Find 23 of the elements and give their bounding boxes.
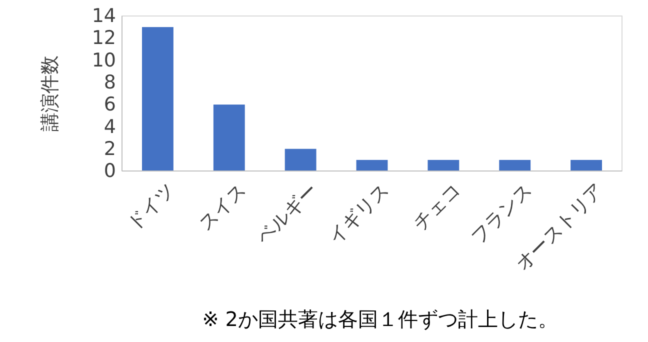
bar xyxy=(356,160,388,171)
bar xyxy=(570,160,602,171)
y-tick-label: 8 xyxy=(104,72,116,94)
bar xyxy=(142,27,174,171)
x-tick-label: フランス xyxy=(466,179,536,248)
x-tick-label: ドイツ xyxy=(123,179,180,235)
y-tick-label: 14 xyxy=(92,5,116,28)
bar xyxy=(499,160,531,171)
y-tick-label: 10 xyxy=(92,49,116,72)
text: ※ 2か国共著は各国１件ずつ計上した。 xyxy=(202,307,558,331)
y-tick-label: 4 xyxy=(104,116,116,138)
x-tick-label: イギリス xyxy=(324,179,394,248)
y-tick-label: 6 xyxy=(104,94,116,116)
bar xyxy=(428,160,460,171)
y-axis-title: 講演件数 xyxy=(39,56,61,132)
bar xyxy=(213,104,245,171)
y-tick-label: 0 xyxy=(104,160,116,182)
x-tick-label: スイス xyxy=(194,179,251,235)
y-tick-label: 2 xyxy=(104,138,116,160)
x-tick-label: チェコ xyxy=(408,179,465,235)
x-tick-label: ベルギー xyxy=(252,179,322,248)
y-tick-label: 12 xyxy=(92,27,116,50)
bar xyxy=(284,148,316,171)
